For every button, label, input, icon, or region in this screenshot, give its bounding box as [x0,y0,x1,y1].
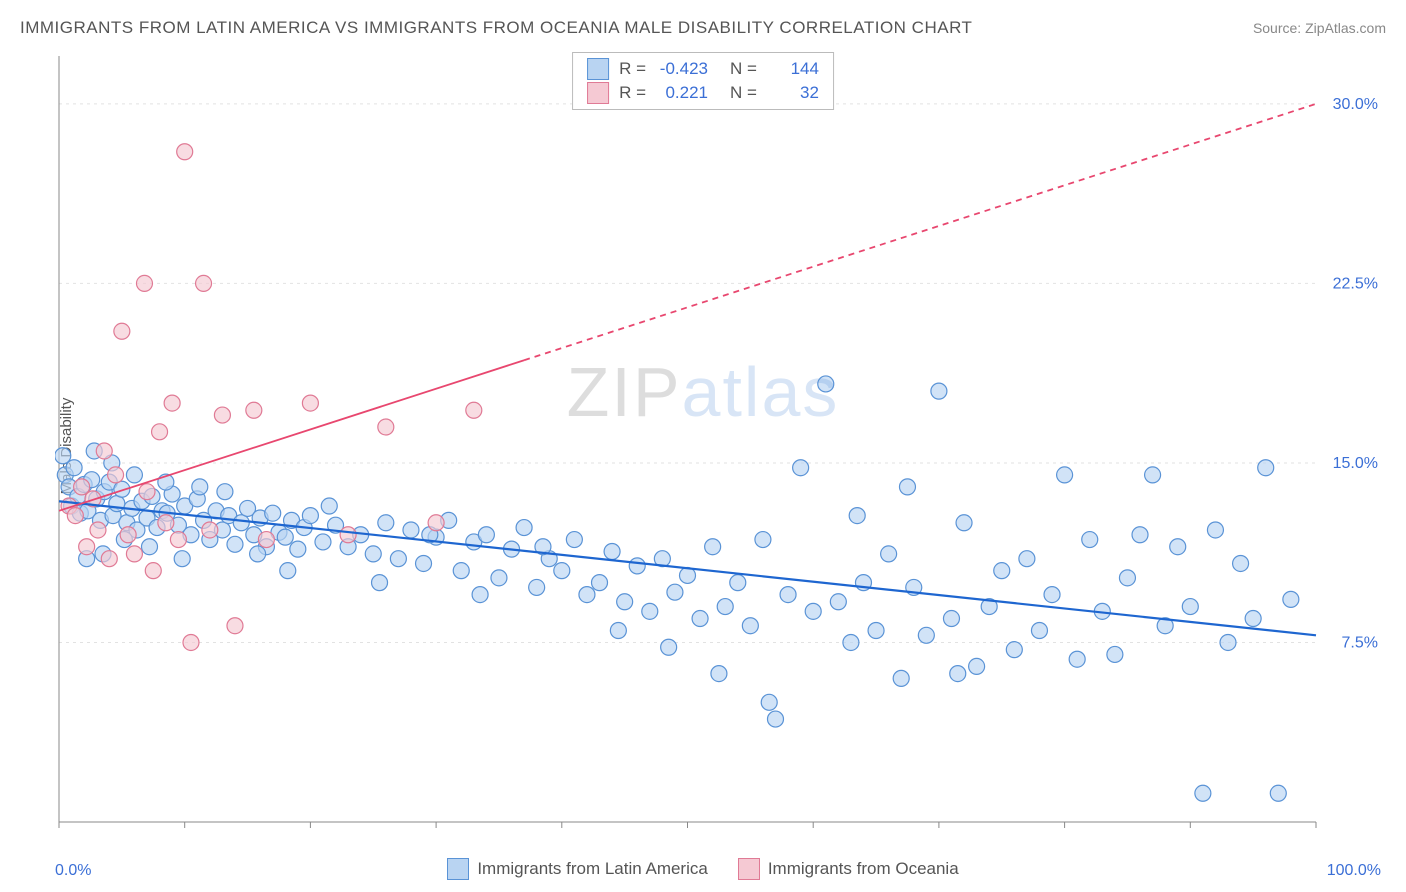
stats-r-label: R = [619,59,646,79]
chart-plot-area: 7.5% 15.0% 22.5% 30.0% [55,50,1386,842]
stats-n-value: 32 [767,83,819,103]
legend-swatch [447,858,469,880]
legend-label: Immigrants from Latin America [477,859,708,879]
stats-row: R = -0.423 N = 144 [587,57,819,81]
stats-n-label: N = [730,83,757,103]
legend-item: Immigrants from Oceania [738,858,959,880]
source-link[interactable]: ZipAtlas.com [1305,20,1386,36]
chart-title: IMMIGRANTS FROM LATIN AMERICA VS IMMIGRA… [20,18,972,38]
stats-n-value: 144 [767,59,819,79]
svg-text:15.0%: 15.0% [1333,455,1378,472]
stats-r-label: R = [619,83,646,103]
legend-item: Immigrants from Latin America [447,858,708,880]
chart-header: IMMIGRANTS FROM LATIN AMERICA VS IMMIGRA… [20,18,1386,38]
legend: Immigrants from Latin America Immigrants … [0,858,1406,880]
legend-label: Immigrants from Oceania [768,859,959,879]
stats-swatch [587,58,609,80]
svg-text:30.0%: 30.0% [1333,96,1378,113]
scatter-plot-svg: 7.5% 15.0% 22.5% 30.0% [55,50,1386,842]
stats-swatch [587,82,609,104]
stats-r-value: 0.221 [656,83,708,103]
source-attribution: Source: ZipAtlas.com [1253,20,1386,36]
svg-text:22.5%: 22.5% [1333,275,1378,292]
svg-text:7.5%: 7.5% [1342,634,1378,651]
correlation-stats-box: R = -0.423 N = 144 R = 0.221 N = 32 [572,52,834,110]
stats-r-value: -0.423 [656,59,708,79]
stats-n-label: N = [730,59,757,79]
stats-row: R = 0.221 N = 32 [587,81,819,105]
source-label: Source: [1253,20,1301,36]
legend-swatch [738,858,760,880]
